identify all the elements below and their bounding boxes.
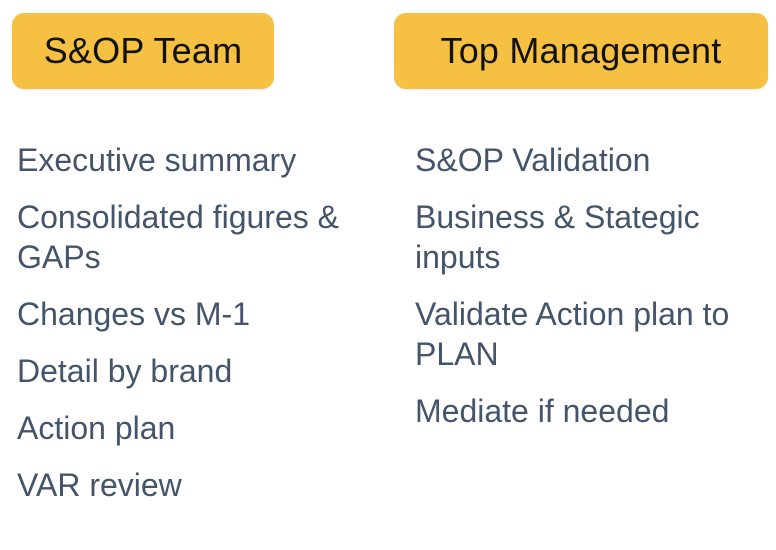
list-item: Validate Action plan to PLAN (415, 296, 730, 372)
list-item: Mediate if needed (415, 393, 670, 429)
list-item: Changes vs M-1 (17, 296, 250, 332)
list-item: S&OP Validation (415, 142, 651, 178)
list-item: Business & Stategic inputs (415, 199, 700, 275)
top-management-header: Top Management (394, 13, 768, 89)
sop-team-header: S&OP Team (12, 13, 274, 89)
list-item: VAR review (17, 467, 182, 503)
list-item: Consolidated figures & GAPs (17, 199, 339, 275)
list-item: Executive summary (17, 142, 297, 178)
list-item: Detail by brand (17, 353, 233, 389)
top-management-list: S&OP Validation Business & Stategic inpu… (415, 140, 765, 448)
list-item: Action plan (17, 410, 176, 446)
sop-team-list: Executive summary Consolidated figures &… (17, 140, 377, 522)
